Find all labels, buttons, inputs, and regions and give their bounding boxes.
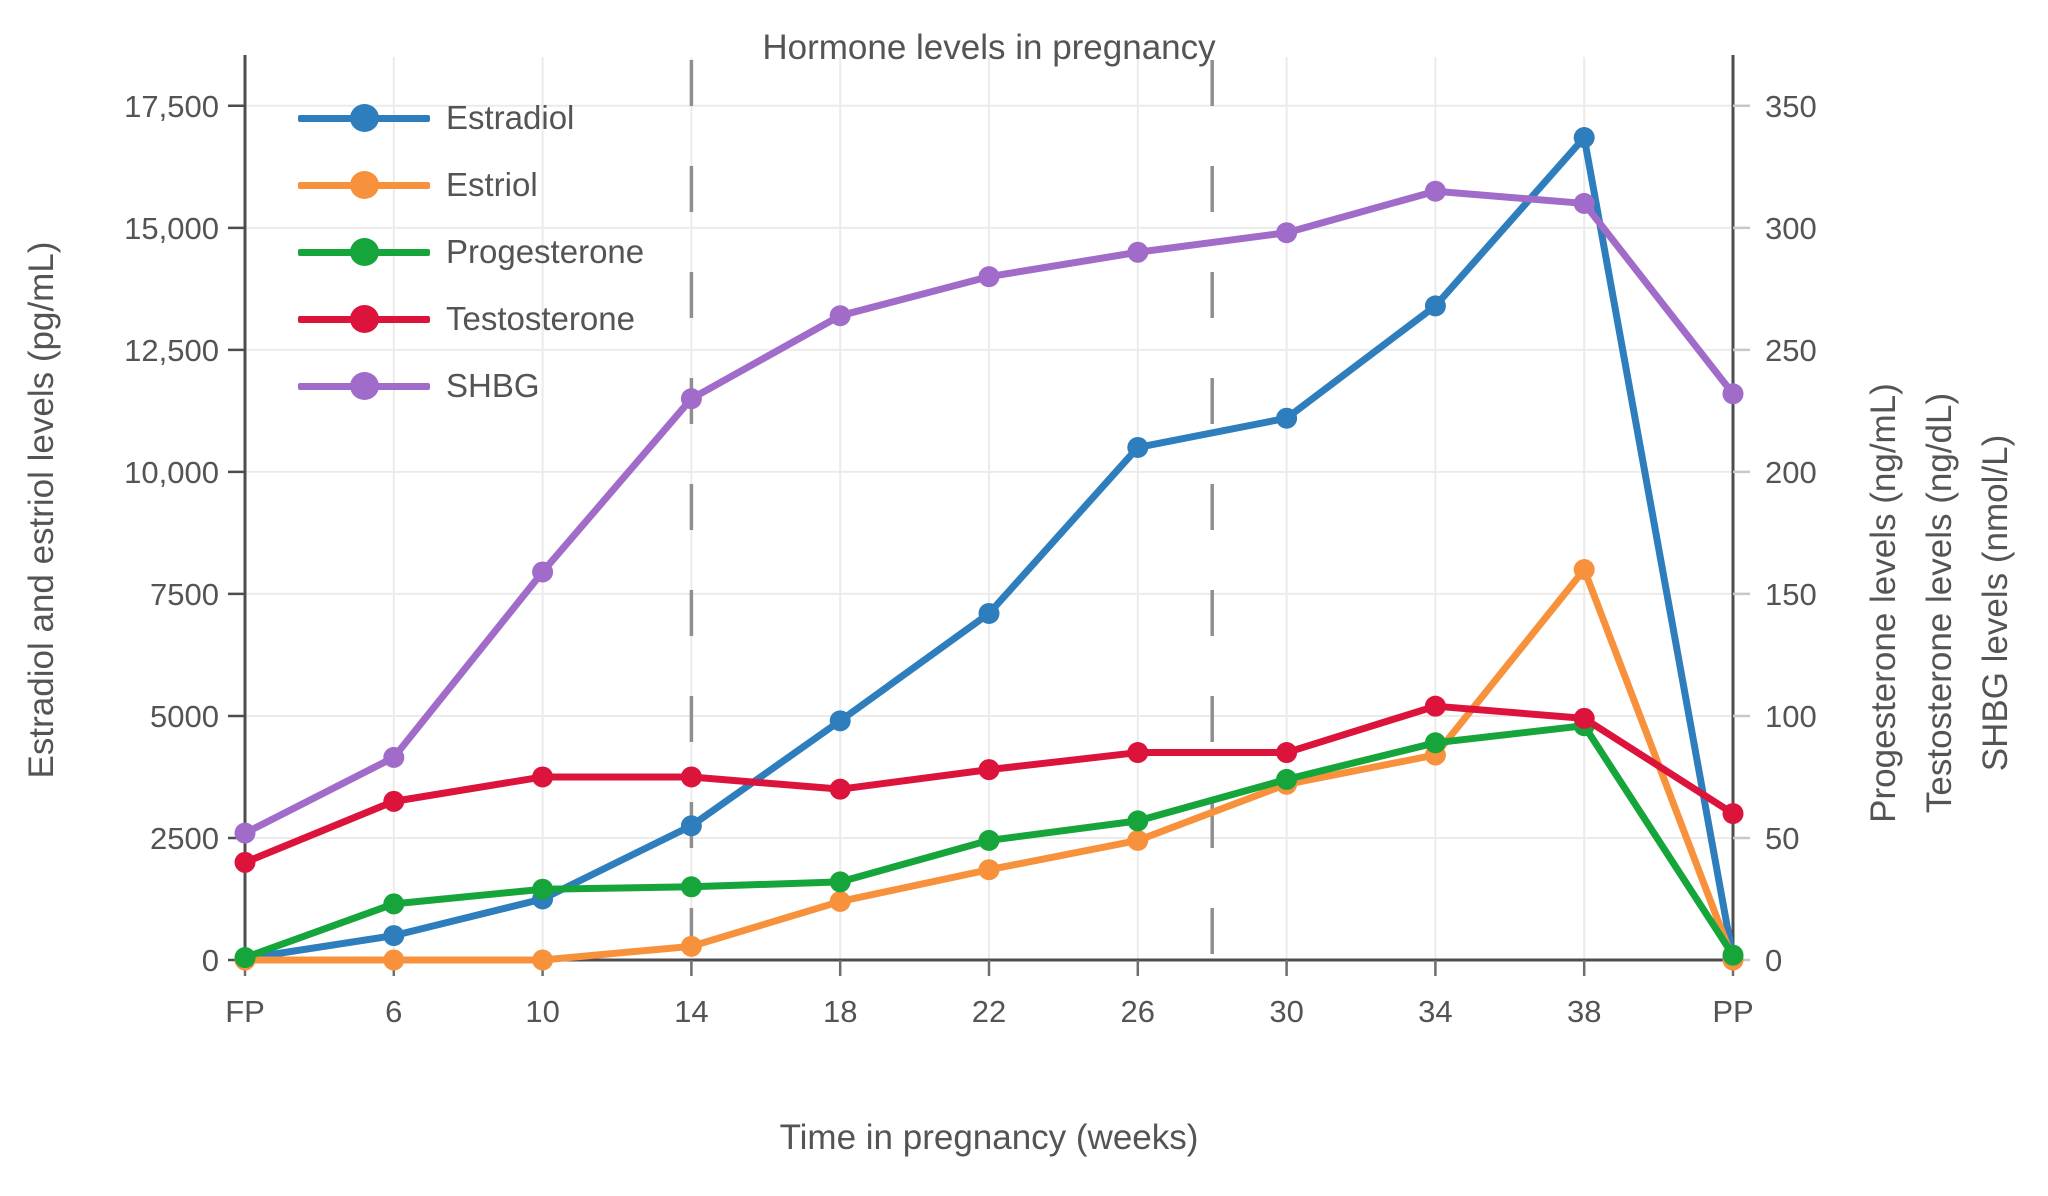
data-point-shbg — [234, 822, 256, 844]
data-point-estradiol — [978, 602, 1000, 624]
x-axis-tick-label: 10 — [525, 994, 559, 1029]
legend-line-marker-icon — [298, 304, 430, 333]
data-point-shbg — [383, 746, 405, 768]
right-axis-tick-label: 150 — [1765, 577, 1817, 612]
y-axis-title-right-testosterone: Testosterone levels (ng/dL) — [1920, 392, 1959, 814]
x-axis-tick-label: 38 — [1567, 994, 1601, 1029]
data-point-estriol — [829, 890, 851, 912]
data-point-testosterone — [1127, 742, 1149, 764]
data-point-testosterone — [234, 851, 256, 873]
x-axis-tick-label: 14 — [674, 994, 708, 1029]
data-point-testosterone — [1573, 707, 1595, 729]
data-point-testosterone — [829, 778, 851, 800]
legend-item-testosterone: Testosterone — [298, 285, 644, 352]
data-point-progesterone — [532, 878, 554, 900]
left-axis-tick-label: 0 — [202, 943, 219, 978]
left-axis-tick-label: 5000 — [150, 699, 219, 734]
legend-item-estriol: Estriol — [298, 151, 644, 218]
data-point-progesterone — [234, 947, 256, 969]
left-axis-tick-label: 12,500 — [124, 333, 219, 368]
left-axis-tick-label: 15,000 — [124, 211, 219, 246]
data-point-shbg — [978, 266, 1000, 288]
data-point-shbg — [532, 561, 554, 583]
left-axis-tick-label: 7500 — [150, 577, 219, 612]
legend-line-marker-icon — [298, 170, 430, 199]
left-axis-tick-label: 17,500 — [124, 89, 219, 124]
data-point-shbg — [1424, 180, 1446, 202]
data-point-testosterone — [1424, 695, 1446, 717]
legend-line-marker-icon — [298, 103, 430, 132]
data-point-shbg — [1722, 383, 1744, 405]
right-axis-tick-label: 200 — [1765, 455, 1817, 490]
data-point-estradiol — [383, 925, 405, 947]
data-point-progesterone — [1276, 768, 1298, 790]
data-point-testosterone — [1276, 742, 1298, 764]
data-point-progesterone — [1127, 810, 1149, 832]
data-point-estradiol — [1424, 295, 1446, 317]
legend-label: Testosterone — [446, 299, 635, 337]
data-point-estriol — [1573, 559, 1595, 581]
legend: Estradiol Estriol Progesterone Testosterone… — [298, 84, 644, 419]
legend-label: Progesterone — [446, 232, 645, 270]
data-point-estradiol — [1573, 127, 1595, 149]
right-axis-tick-label: 350 — [1765, 89, 1817, 124]
legend-label: Estradiol — [446, 98, 575, 136]
x-axis-tick-label: 22 — [972, 994, 1006, 1029]
right-axis-tick-label: 50 — [1765, 821, 1799, 856]
data-point-estriol — [532, 949, 554, 971]
data-point-testosterone — [1722, 803, 1744, 825]
data-point-progesterone — [978, 829, 1000, 851]
y-axis-title-right-progesterone: Progesterone levels (ng/mL) — [1864, 383, 1903, 823]
data-point-progesterone — [1424, 732, 1446, 754]
data-point-estradiol — [1276, 407, 1298, 429]
data-point-testosterone — [978, 759, 1000, 781]
y-axis-title-left: Estradiol and estriol levels (pg/mL) — [22, 241, 61, 779]
legend-item-progesterone: Progesterone — [298, 218, 644, 285]
y-axis-title-right-shbg: SHBG levels (nmol/L) — [1976, 434, 2015, 772]
x-axis-tick-label: FP — [225, 994, 265, 1029]
data-point-estriol — [383, 949, 405, 971]
data-point-estriol — [1127, 829, 1149, 851]
right-axis-tick-label: 300 — [1765, 211, 1817, 246]
data-point-estradiol — [680, 815, 702, 837]
legend-line-marker-icon — [298, 371, 430, 400]
data-point-estradiol — [1127, 436, 1149, 458]
x-axis-tick-label: 18 — [823, 994, 857, 1029]
right-axis-tick-label: 0 — [1765, 943, 1782, 978]
right-axis-tick-label: 250 — [1765, 333, 1817, 368]
data-point-testosterone — [532, 766, 554, 788]
left-axis-tick-label: 10,000 — [124, 455, 219, 490]
data-point-shbg — [829, 305, 851, 327]
data-point-progesterone — [1722, 944, 1744, 966]
x-axis-tick-label: 6 — [385, 994, 402, 1029]
x-axis-tick-label: 30 — [1269, 994, 1303, 1029]
data-point-progesterone — [680, 876, 702, 898]
legend-label: SHBG — [446, 366, 540, 404]
data-point-testosterone — [383, 790, 405, 812]
data-point-progesterone — [829, 871, 851, 893]
data-point-progesterone — [383, 893, 405, 915]
x-axis-tick-label: 34 — [1418, 994, 1452, 1029]
data-point-shbg — [1276, 222, 1298, 244]
x-axis-title: Time in pregnancy (weeks) — [779, 1118, 1199, 1157]
x-axis-tick-label: 26 — [1121, 994, 1155, 1029]
data-point-estradiol — [829, 710, 851, 732]
data-point-estriol — [680, 935, 702, 957]
data-point-shbg — [1573, 192, 1595, 214]
right-axis-tick-label: 100 — [1765, 699, 1817, 734]
legend-line-marker-icon — [298, 237, 430, 266]
data-point-testosterone — [680, 766, 702, 788]
chart-title: Hormone levels in pregnancy — [762, 28, 1216, 67]
legend-item-shbg: SHBG — [298, 352, 644, 419]
left-axis-tick-label: 2500 — [150, 821, 219, 856]
legend-item-estradiol: Estradiol — [298, 84, 644, 151]
data-point-shbg — [680, 388, 702, 410]
x-axis-tick-label: PP — [1712, 994, 1753, 1029]
data-point-shbg — [1127, 241, 1149, 263]
legend-label: Estriol — [446, 165, 538, 203]
data-point-estriol — [978, 859, 1000, 881]
